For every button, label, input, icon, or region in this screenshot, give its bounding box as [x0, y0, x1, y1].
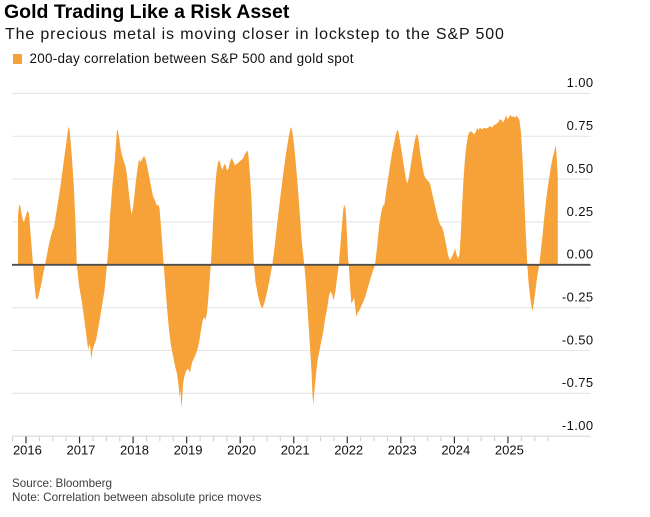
- svg-text:0.50: 0.50: [567, 161, 594, 176]
- svg-text:-0.25: -0.25: [562, 289, 594, 304]
- svg-text:-0.50: -0.50: [562, 332, 594, 347]
- svg-text:2024: 2024: [441, 443, 470, 458]
- svg-text:2019: 2019: [174, 443, 203, 458]
- svg-text:0.00: 0.00: [567, 247, 594, 262]
- svg-text:0.75: 0.75: [567, 118, 594, 133]
- svg-text:-0.75: -0.75: [562, 375, 594, 390]
- svg-text:2020: 2020: [227, 443, 256, 458]
- svg-text:0.25: 0.25: [567, 204, 594, 219]
- svg-text:2017: 2017: [66, 443, 95, 458]
- svg-text:2018: 2018: [120, 443, 149, 458]
- svg-text:1.00: 1.00: [567, 75, 594, 90]
- svg-text:2016: 2016: [13, 443, 42, 458]
- svg-text:-1.00: -1.00: [562, 418, 594, 433]
- svg-text:2023: 2023: [388, 443, 417, 458]
- svg-text:2022: 2022: [334, 443, 363, 458]
- svg-text:2025: 2025: [495, 443, 524, 458]
- svg-text:2021: 2021: [281, 443, 310, 458]
